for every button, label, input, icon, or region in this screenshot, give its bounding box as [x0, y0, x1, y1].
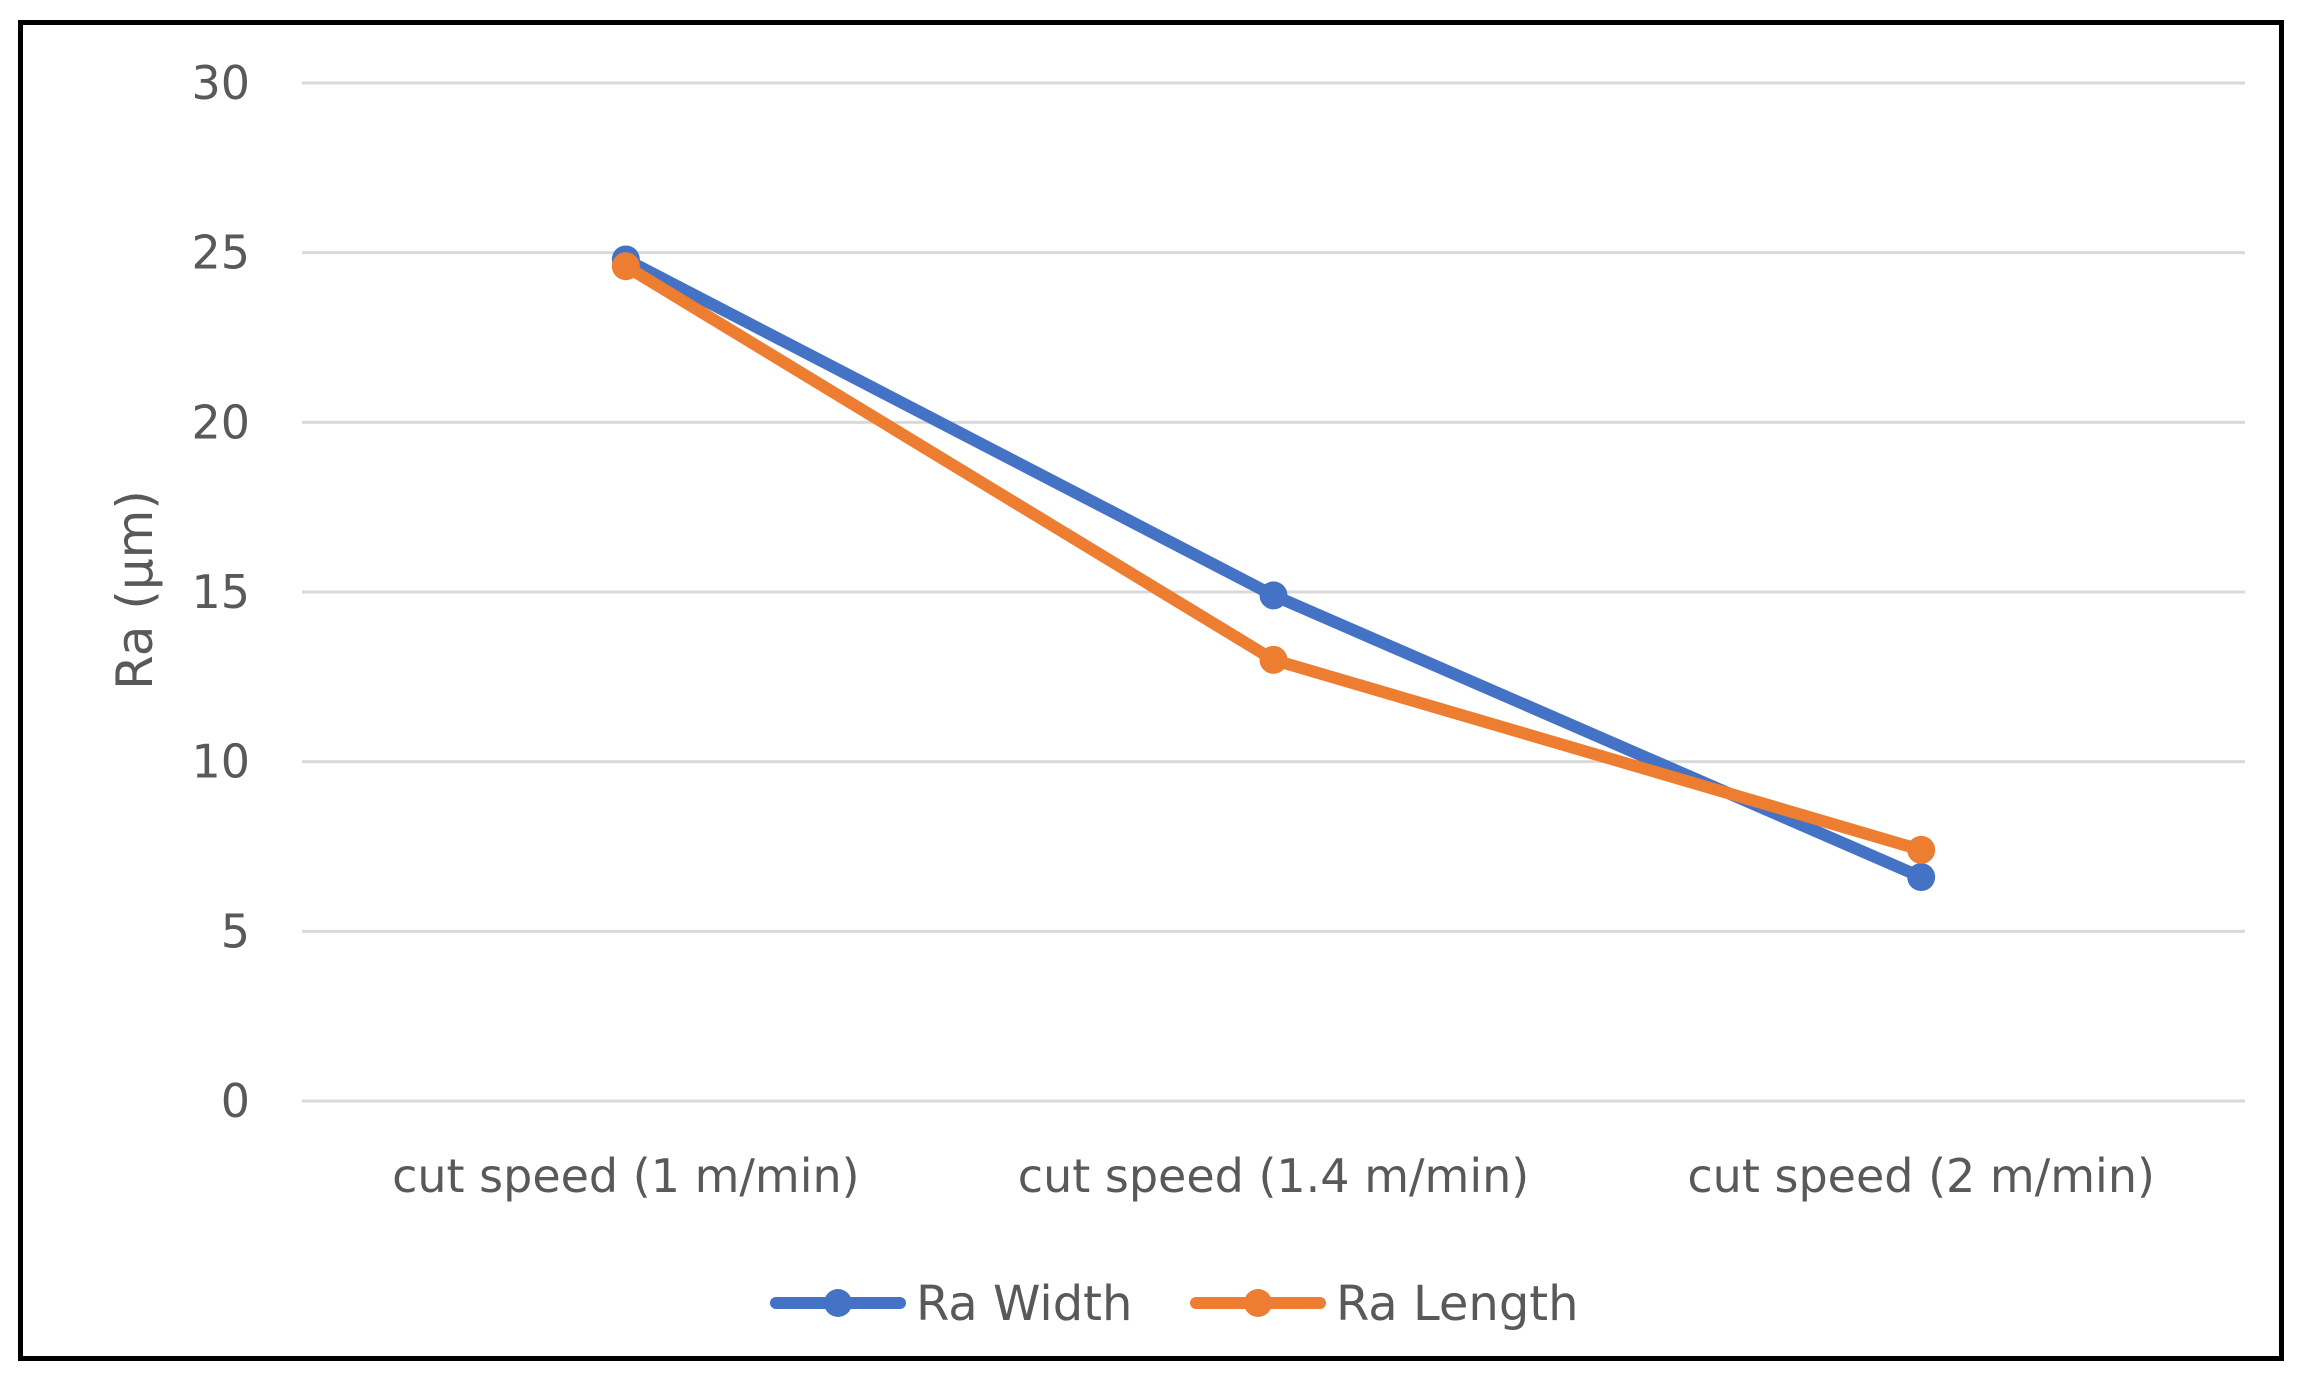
y-tick-label: 25 — [191, 226, 250, 280]
y-tick-label: 30 — [191, 56, 250, 110]
y-tick-label: 0 — [221, 1074, 250, 1128]
data-point-ra-length — [1907, 835, 1936, 864]
y-axis-ticks: 0 5 10 15 20 25 30 — [191, 56, 250, 1128]
legend-item-ra-length: Ra Length — [1190, 1276, 1579, 1332]
data-point-ra-width — [1259, 581, 1288, 610]
data-point-ra-length — [611, 252, 640, 281]
x-tick-label: cut speed (2 m/min) — [1687, 1149, 2155, 1203]
series-lines — [611, 245, 1936, 892]
y-axis-title: Ra (µm) — [106, 490, 164, 690]
series-line-ra-width — [619, 253, 1928, 884]
y-tick-label: 5 — [221, 904, 250, 958]
x-axis-ticks: cut speed (1 m/min) cut speed (1.4 m/min)… — [392, 1149, 2155, 1203]
chart-frame — [18, 20, 2284, 1361]
legend: Ra Width Ra Length — [770, 1276, 1579, 1332]
gridlines — [302, 81, 2245, 1103]
x-tick-label: cut speed (1 m/min) — [392, 1149, 860, 1203]
y-tick-label: 15 — [191, 565, 250, 619]
series-ra-length — [611, 252, 1936, 864]
legend-item-ra-width: Ra Width — [770, 1276, 1132, 1332]
legend-marker — [1244, 1289, 1272, 1317]
data-point-ra-length — [1259, 645, 1288, 674]
data-point-ra-width — [1907, 863, 1936, 892]
legend-label: Ra Length — [1336, 1276, 1579, 1332]
y-tick-label: 10 — [191, 735, 250, 789]
x-tick-label: cut speed (1.4 m/min) — [1018, 1149, 1529, 1203]
y-tick-label: 20 — [191, 395, 250, 449]
legend-label: Ra Width — [916, 1276, 1132, 1332]
legend-marker — [824, 1289, 852, 1317]
